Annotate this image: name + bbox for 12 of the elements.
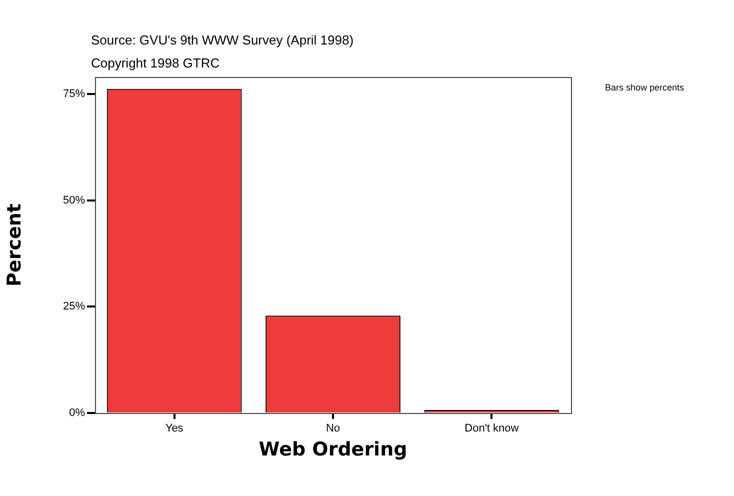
x-tick-label: Yes (165, 422, 184, 435)
y-tick-label: 50% (62, 194, 86, 206)
y-axis-title: Percent (3, 204, 26, 286)
text: Copyright 1998 GTRC (91, 56, 220, 71)
source-note: Source: GVU's 9th WWW Survey (April 1998) (91, 32, 354, 48)
y-tick-label: 25% (62, 300, 86, 313)
y-tick-label: 75% (62, 88, 86, 100)
x-tick-label: Don't know (464, 422, 519, 435)
text: Bars show percents (605, 82, 685, 92)
x-axis-title: Web Ordering (258, 438, 408, 461)
x-tick-label: No (326, 422, 340, 435)
y-tick-label: 0% (69, 407, 86, 420)
